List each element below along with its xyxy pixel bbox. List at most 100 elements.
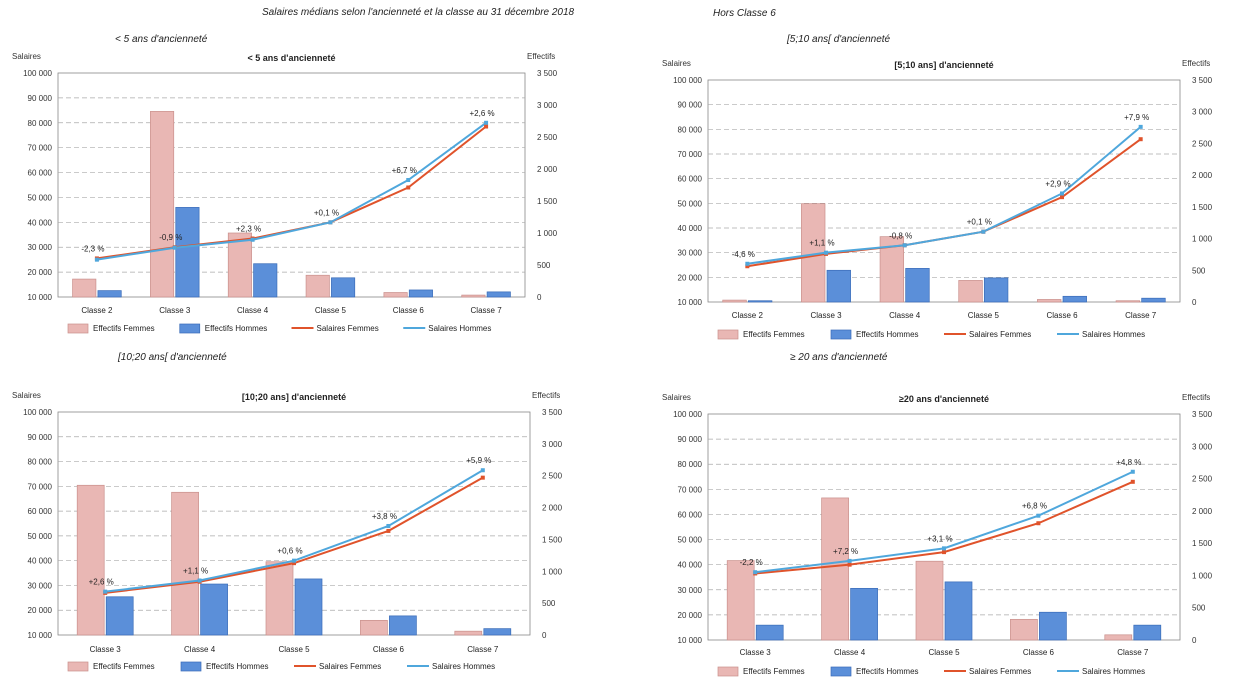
line-salaires-femmes	[105, 476, 484, 594]
legend-label: Salaires Hommes	[1082, 667, 1145, 676]
chart-title: ≥20 ans d'ancienneté	[899, 394, 989, 404]
y2-tick-label: 0	[1192, 298, 1197, 307]
x-tick-label: Classe 3	[740, 648, 772, 657]
y2-tick-label: 2 000	[1192, 171, 1213, 180]
y2-tick-label: 0	[542, 631, 547, 640]
bar-effectifs-hommes	[1133, 624, 1162, 641]
y-tick-label: 10 000	[28, 631, 53, 640]
line-salaires-hommes	[747, 126, 1142, 265]
y-tick-label: 50 000	[28, 193, 53, 202]
x-tick-label: Classe 2	[81, 306, 113, 315]
y2-axis-title: Effectifs	[532, 391, 560, 400]
page-title: Salaires médians selon l'ancienneté et l…	[262, 7, 575, 18]
legend-swatch	[830, 666, 852, 677]
bar-effectifs-femmes	[76, 484, 105, 636]
bar-effectifs-hommes	[1141, 297, 1166, 303]
y-axis-title: Salaires	[662, 59, 691, 68]
point-salaires-femmes	[386, 528, 391, 533]
bar-effectifs-femmes	[150, 111, 175, 298]
data-label-ecart: +7,2 %	[833, 547, 858, 556]
caption-q3: [10;20 ans[ d'ancienneté	[118, 352, 227, 363]
legend-swatch	[179, 323, 201, 334]
y-tick-label: 30 000	[28, 243, 53, 252]
caption-q1: < 5 ans d'ancienneté	[115, 34, 208, 45]
data-label-ecart: +1,1 %	[183, 566, 208, 575]
legend-label: Salaires Hommes	[1082, 330, 1145, 339]
bar-effectifs-hommes	[1062, 295, 1087, 303]
bar-effectifs-hommes	[175, 207, 200, 298]
x-tick-label: Classe 7	[1117, 648, 1149, 657]
bar-effectifs-femmes	[454, 630, 483, 636]
data-label-ecart: -2,3 %	[81, 244, 104, 253]
bar-effectifs-femmes	[1104, 634, 1133, 641]
legend-label: Salaires Femmes	[317, 324, 379, 333]
data-label-ecart: -0,8 %	[889, 231, 912, 240]
point-salaires-hommes	[981, 229, 986, 234]
point-salaires-hommes	[942, 546, 946, 551]
line-salaires-hommes	[96, 121, 487, 261]
chart-anciennete-20-plus: 10 000 20 000 30 000 40 000 50 000 60 000 70 0…	[662, 393, 1213, 677]
legend-label: Salaires Femmes	[969, 330, 1031, 339]
y-tick-label: 10 000	[28, 293, 53, 302]
y-tick-label: 60 000	[28, 507, 53, 516]
data-label-ecart: +0,1 %	[967, 218, 992, 227]
point-salaires-hommes	[1130, 469, 1135, 474]
y-tick-label: 40 000	[678, 561, 703, 570]
plot-area	[57, 411, 531, 636]
point-salaires-hommes	[745, 261, 750, 266]
bar-effectifs-femmes	[1010, 618, 1038, 641]
bar-effectifs-femmes	[821, 497, 849, 641]
data-label-ecart: +2,6 %	[89, 578, 114, 587]
legend-label: Effectifs Femmes	[93, 662, 155, 671]
data-label-ecart: -0,9 %	[159, 233, 182, 242]
bar-effectifs-hommes	[755, 624, 784, 641]
x-tick-label: Classe 3	[159, 306, 191, 315]
x-tick-label: Classe 6	[393, 306, 425, 315]
data-label-ecart: +6,8 %	[1022, 502, 1047, 511]
bar-effectifs-femmes	[227, 232, 252, 298]
caption-q4: ≥ 20 ans d'ancienneté	[790, 352, 888, 363]
y-tick-label: 100 000	[23, 408, 52, 417]
x-tick-label: Classe 7	[471, 306, 503, 315]
bar-effectifs-femmes	[726, 560, 755, 641]
bar-effectifs-hommes	[483, 628, 512, 636]
bar-effectifs-hommes	[253, 263, 278, 298]
bar-effectifs-femmes	[958, 280, 983, 303]
legend-label: Effectifs Femmes	[93, 324, 155, 333]
x-tick-label: Classe 4	[237, 306, 269, 315]
legend-label: Effectifs Hommes	[206, 662, 269, 671]
x-tick-label: Classe 5	[968, 311, 1000, 320]
y2-tick-label: 2 000	[542, 504, 563, 513]
x-tick-label: Classe 3	[810, 311, 842, 320]
y2-tick-label: 2 000	[1192, 507, 1213, 516]
y2-axis-title: Effectifs	[1182, 59, 1210, 68]
point-salaires-femmes	[847, 562, 852, 567]
y-tick-label: 60 000	[28, 169, 53, 178]
y-tick-label: 50 000	[678, 536, 703, 545]
y-tick-label: 70 000	[678, 485, 703, 494]
data-label-ecart: +3,1 %	[927, 534, 952, 543]
bar-effectifs-femmes	[305, 274, 330, 298]
y-tick-label: 30 000	[28, 581, 53, 590]
y-tick-label: 90 000	[678, 101, 703, 110]
point-salaires-hommes	[753, 570, 758, 575]
legend-label: Salaires Femmes	[969, 667, 1031, 676]
data-label-ecart: -4,6 %	[732, 250, 755, 259]
plot-area	[57, 72, 526, 298]
y-tick-label: 100 000	[673, 76, 702, 85]
bar-effectifs-hommes	[944, 581, 973, 641]
y2-tick-label: 1 000	[1192, 235, 1213, 244]
y2-tick-label: 3 000	[1192, 108, 1213, 117]
y2-tick-label: 0	[537, 293, 542, 302]
legend-swatch	[830, 329, 852, 340]
bar-effectifs-hommes	[408, 289, 433, 298]
legend-label: Effectifs Femmes	[743, 330, 805, 339]
y-tick-label: 100 000	[23, 69, 52, 78]
bar-effectifs-hommes	[200, 583, 228, 636]
point-salaires-hommes	[406, 178, 411, 183]
bar-effectifs-hommes	[486, 291, 511, 298]
point-salaires-hommes	[103, 589, 108, 594]
y-tick-label: 20 000	[678, 611, 703, 620]
data-label-ecart: +7,9 %	[1124, 113, 1149, 122]
y-tick-label: 80 000	[678, 460, 703, 469]
